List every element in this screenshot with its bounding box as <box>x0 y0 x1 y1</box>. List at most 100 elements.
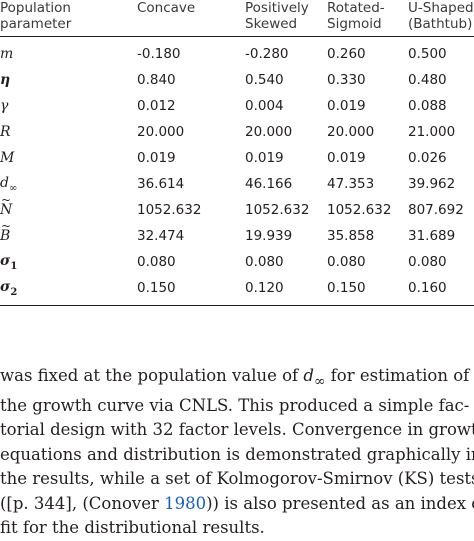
table-row: σ2 0.150 0.120 0.150 0.160 <box>0 275 474 306</box>
header-text: Population <box>0 0 71 16</box>
math-symbol: d <box>303 366 314 385</box>
table-cell: 1052.632 <box>245 202 310 218</box>
header-u-shaped: U-Shaped (Bathtub) <box>408 0 474 37</box>
table-cell: 21.000 <box>408 124 456 140</box>
table-row: B 32.474 19.939 35.858 31.689 <box>0 219 474 249</box>
table-cell: 0.480 <box>408 72 447 88</box>
param-cell: B <box>0 219 137 249</box>
citation-link[interactable]: 1980 <box>164 493 207 513</box>
header-concave: Concave <box>137 0 245 37</box>
header-positively-skewed: Positively Skewed <box>245 0 327 37</box>
table-cell: 1052.632 <box>137 202 202 218</box>
table-cell: 0.080 <box>245 254 284 270</box>
param-symbol: R <box>0 124 11 140</box>
table-cell: 0.026 <box>408 150 447 166</box>
table-cell: 20.000 <box>327 124 375 140</box>
table-cell: 0.019 <box>245 150 284 166</box>
table-row: η 0.840 0.540 0.330 0.480 <box>0 67 474 93</box>
table-cell: 0.080 <box>137 254 176 270</box>
paragraph-line: the results, while a set of Kolmogorov-S… <box>0 469 474 489</box>
table-cell: -0.180 <box>137 46 181 62</box>
paragraph-line: ([p. 344], (Conover 1980)) is also prese… <box>0 492 474 517</box>
param-cell: σ1 <box>0 249 137 275</box>
header-text: Concave <box>137 0 196 16</box>
param-base: σ <box>0 252 11 269</box>
param-symbol: σ2 <box>0 278 18 298</box>
param-symbol: γ <box>0 98 9 114</box>
table-cell: 807.692 <box>408 202 464 218</box>
param-cell: M <box>0 145 137 171</box>
paragraph-line: fit for the distributional results. <box>0 518 265 538</box>
table-cell: 0.150 <box>137 280 176 296</box>
paragraph-text: ([p. 344], (Conover <box>0 493 165 513</box>
header-population-parameter: Population parameter <box>0 0 137 37</box>
param-cell: R <box>0 119 137 145</box>
param-base: σ <box>0 278 11 295</box>
table-cell: 35.858 <box>327 228 375 244</box>
table-cell: 1052.632 <box>327 202 392 218</box>
table-cell: 0.019 <box>327 98 366 114</box>
table-row: R 20.000 20.000 20.000 21.000 <box>0 119 474 145</box>
param-symbol: η <box>0 72 11 88</box>
table-cell: 0.260 <box>327 46 366 62</box>
paragraph-line: torial design with 32 factor levels. Con… <box>0 420 474 440</box>
header-text: Skewed <box>245 16 298 32</box>
param-symbol: B <box>0 219 11 244</box>
paragraph-text: for estimation of <box>325 366 470 385</box>
param-cell: η <box>0 67 137 93</box>
paragraph-line: the growth curve via CNLS. This produced… <box>0 395 470 415</box>
table-row: N 1052.632 1052.632 1052.632 807.692 <box>0 193 474 223</box>
table-header-row: Population parameter Concave Positively … <box>0 0 474 37</box>
header-text: U-Shaped <box>408 0 474 16</box>
paragraph-text: was fixed at the population value of <box>0 366 304 385</box>
table-cell: 20.000 <box>137 124 185 140</box>
table-cell: 0.160 <box>408 280 447 296</box>
table-cell: 32.474 <box>137 228 185 244</box>
param-symbol: m <box>0 46 14 62</box>
table-cell: 46.166 <box>245 176 293 192</box>
table-cell: -0.280 <box>245 46 289 62</box>
table-cell: 0.500 <box>408 46 447 62</box>
table-row: γ 0.012 0.004 0.019 0.088 <box>0 93 474 119</box>
table-row: σ1 0.080 0.080 0.080 0.080 <box>0 249 474 275</box>
header-text: Sigmoid <box>327 16 382 32</box>
paragraph-line: equations and distribution is demonstrat… <box>0 444 474 464</box>
table-cell: 0.540 <box>245 72 284 88</box>
param-subscript: ∞ <box>8 182 18 194</box>
param-cell: N <box>0 193 137 223</box>
table-cell: 0.019 <box>327 150 366 166</box>
table-cell: 47.353 <box>327 176 375 192</box>
table-cell: 20.000 <box>245 124 293 140</box>
param-cell: d∞ <box>0 171 137 197</box>
header-rotated-sigmoid: Rotated- Sigmoid <box>327 0 408 37</box>
param-subscript: 2 <box>10 286 18 298</box>
table-cell: 0.150 <box>327 280 366 296</box>
header-text: parameter <box>0 16 72 32</box>
paragraph-text: )) is also presented as an index of <box>206 493 474 513</box>
param-symbol: d∞ <box>0 174 18 194</box>
table-cell: 31.689 <box>408 228 456 244</box>
param-subscript: 1 <box>10 260 18 272</box>
header-text: Positively <box>245 0 309 16</box>
table-cell: 0.080 <box>408 254 447 270</box>
parameter-table: Population parameter Concave Positively … <box>0 0 474 306</box>
paragraph-line: was fixed at the population value of d∞ … <box>0 364 474 394</box>
body-paragraph: was fixed at the population value of d∞ … <box>0 364 474 541</box>
param-cell: m <box>0 37 137 68</box>
table-cell: 0.019 <box>137 150 176 166</box>
table-cell: 0.088 <box>408 98 447 114</box>
param-symbol: N <box>0 193 12 218</box>
inline-math: d∞ <box>303 366 325 389</box>
param-symbol: M <box>0 150 15 166</box>
table-row: M 0.019 0.019 0.019 0.026 <box>0 145 474 171</box>
table-row: d∞ 36.614 46.166 47.353 39.962 <box>0 171 474 197</box>
table-cell: 0.330 <box>327 72 366 88</box>
table-cell: 39.962 <box>408 176 456 192</box>
table-row: m -0.180 -0.280 0.260 0.500 <box>0 37 474 68</box>
table-cell: 0.120 <box>245 280 284 296</box>
param-base: d <box>0 174 9 191</box>
table-cell: 36.614 <box>137 176 185 192</box>
math-subscript: ∞ <box>313 373 326 390</box>
table-cell: 0.080 <box>327 254 366 270</box>
parameter-table-container: Population parameter Concave Positively … <box>0 0 474 306</box>
